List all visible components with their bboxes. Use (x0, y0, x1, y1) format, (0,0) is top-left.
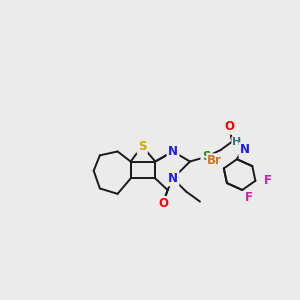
Text: H: H (232, 137, 242, 147)
Text: O: O (158, 197, 168, 210)
Text: S: S (138, 140, 146, 153)
Text: N: N (168, 145, 178, 158)
Text: N: N (168, 172, 178, 185)
Text: F: F (264, 174, 272, 187)
Text: O: O (224, 120, 234, 134)
Text: S: S (202, 150, 210, 164)
Text: N: N (240, 143, 250, 157)
Text: F: F (244, 191, 253, 204)
Text: Br: Br (207, 154, 222, 167)
